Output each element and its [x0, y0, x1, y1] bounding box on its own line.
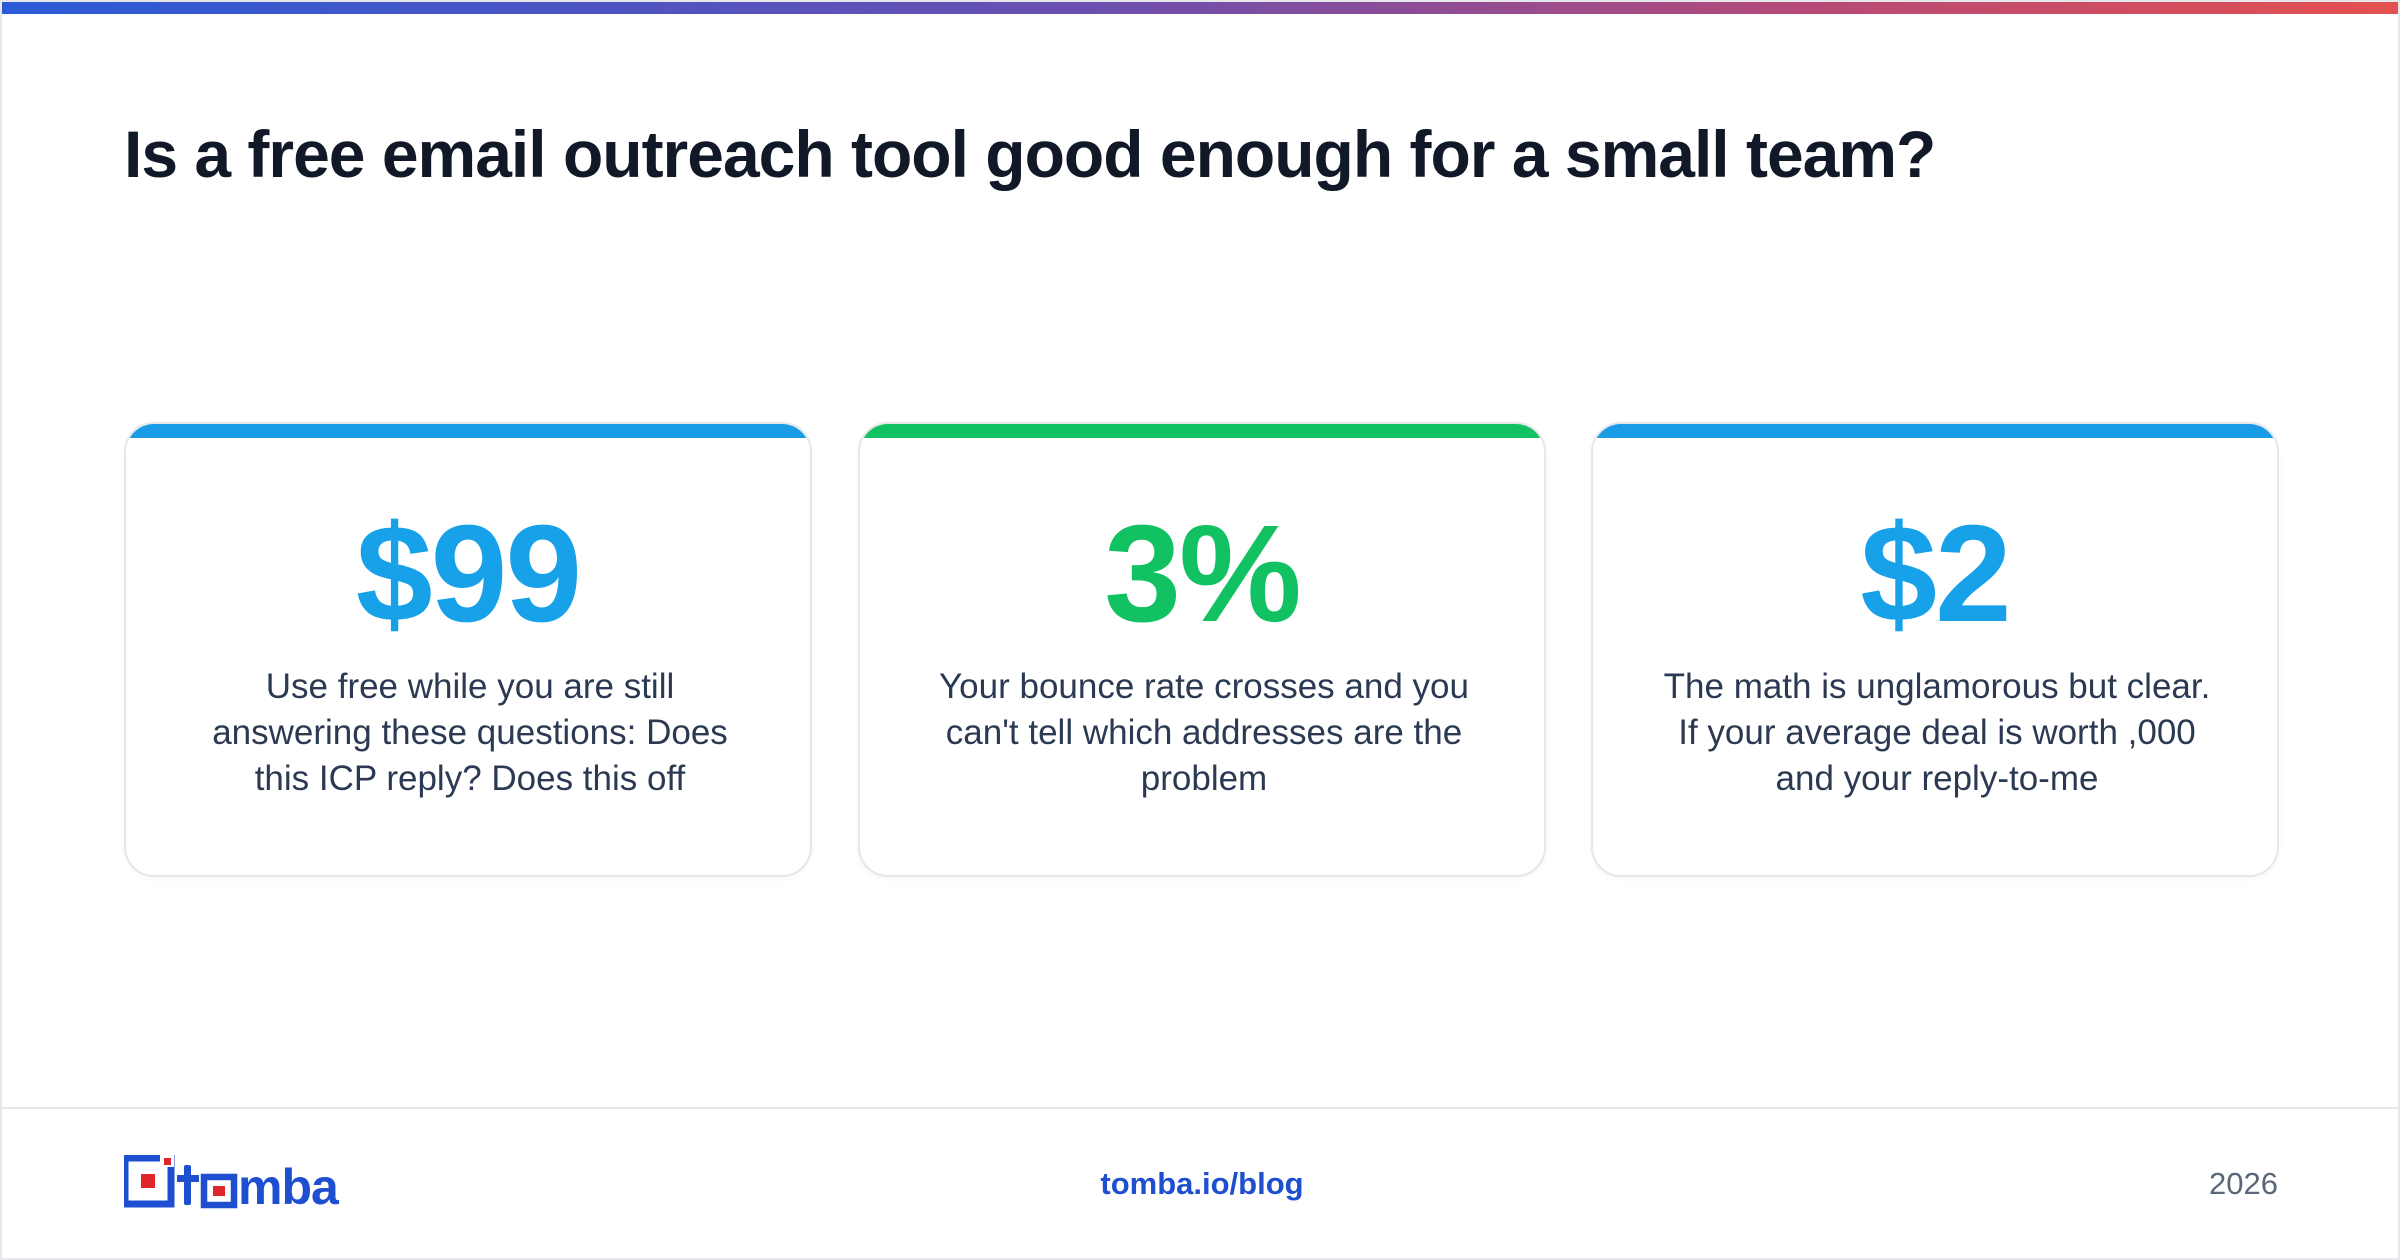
blog-link[interactable]: tomba.io/blog [1100, 1166, 1304, 1201]
stat-value: $99 [355, 497, 582, 651]
stat-description: Use free while you are still answering t… [212, 667, 728, 798]
stat-value: $2 [1860, 497, 2012, 651]
stat-card-3: $2 The math is unglamorous but clear. If… [1591, 422, 2279, 877]
tomba-logo-icon: mba [124, 1155, 341, 1209]
card-accent-bar [1593, 424, 2277, 438]
stat-value: 3% [1104, 497, 1301, 651]
page-title: Is a free email outreach tool good enoug… [124, 117, 1936, 191]
footer-year: 2026 [2209, 1166, 2278, 1201]
footer-divider [2, 1107, 2398, 1109]
stat-description: Your bounce rate crosses and you can't t… [939, 667, 1469, 798]
stat-description: The math is unglamorous but clear. If yo… [1663, 667, 2211, 798]
stat-cards: $99 Use free while you are still answeri… [124, 422, 2279, 877]
card-accent-bar [860, 424, 1544, 438]
stat-card-1: $99 Use free while you are still answeri… [124, 422, 812, 877]
card-accent-bar [126, 424, 810, 438]
tomba-logo[interactable]: mba [124, 1155, 380, 1209]
svg-text:mba: mba [238, 1159, 340, 1209]
gradient-top-bar [2, 2, 2398, 14]
stat-card-2: 3% Your bounce rate crosses and you can'… [858, 422, 1546, 877]
